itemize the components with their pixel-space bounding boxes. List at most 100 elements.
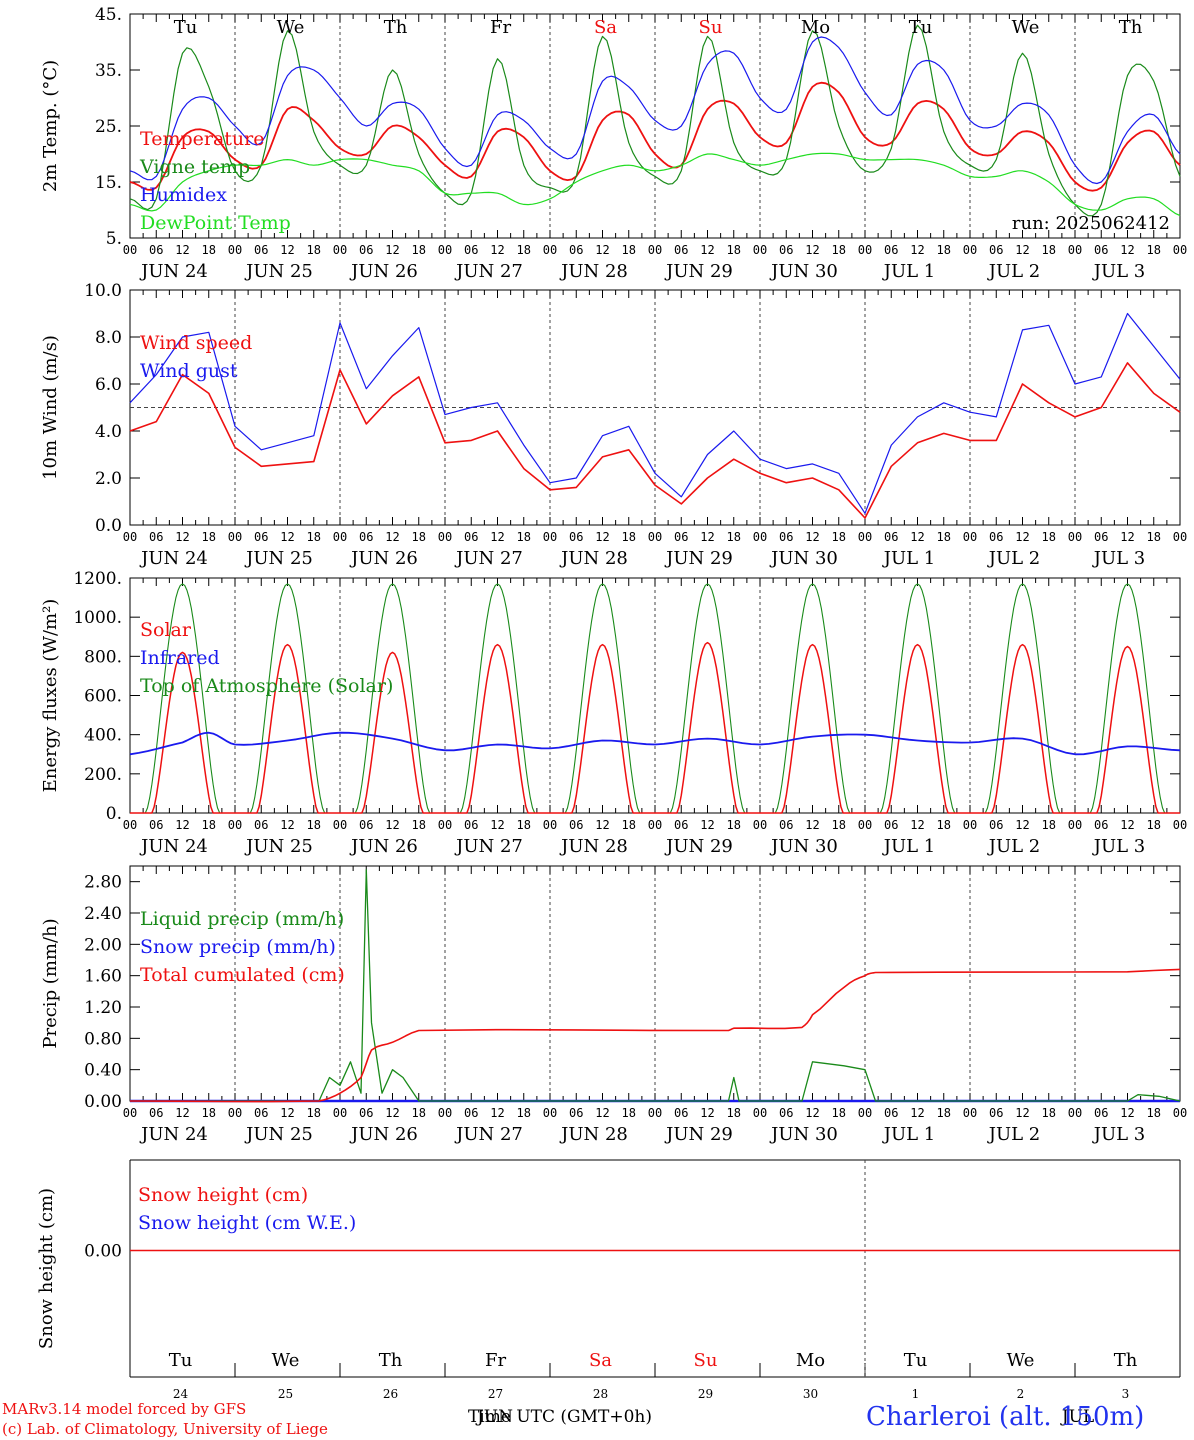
temperature-hour-label: 00 [1068,243,1082,257]
energy-y-tick-label: 600. [84,687,122,707]
snow-day-name: We [1007,1350,1035,1371]
temperature-y-tick-label: 5. [106,229,122,249]
precip-hour-label: 12 [910,1106,924,1120]
energy-y-tick-label: 1200. [73,569,122,589]
temperature-hour-label: 12 [175,243,189,257]
precip-series-liquid [130,869,1181,1102]
precip-date-label: JUN 27 [454,1124,523,1145]
precip-y-tick-label: 2.40 [84,904,122,924]
temperature-hour-label: 06 [884,243,898,257]
energy-hour-label: 12 [175,818,189,832]
energy-hour-label: 18 [202,818,216,832]
precip-hour-label: 00 [123,1106,137,1120]
energy-hour-label: 18 [1147,818,1161,832]
snow-day-number: 3 [1122,1387,1130,1401]
energy-date-label: JUN 30 [769,836,838,857]
temperature-hour-label: 18 [202,243,216,257]
snow-y-tick-label: 0.00 [84,1242,122,1262]
wind-legend-entry: Wind speed [140,332,252,354]
wind-y-tick-label: 0.0 [95,516,122,536]
wind-hour-label: 00 [123,530,137,544]
precip-y-tick-label: 1.20 [84,998,122,1018]
energy-y-tick-label: 0. [106,804,122,824]
snow-day-number: 28 [593,1387,608,1401]
wind-hour-label: 06 [1094,530,1108,544]
wind-hour-label: 12 [805,530,819,544]
precip-date-label: JUN 24 [139,1124,208,1145]
x-axis-title: Time UTC (GMT+0h) [468,1407,652,1427]
wind-hour-label: 00 [858,530,872,544]
temperature-hour-label: 06 [989,243,1003,257]
energy-hour-label: 00 [123,818,137,832]
wind-date-label: JUL 1 [882,548,936,569]
temperature-day-name: Fr [490,17,511,38]
energy-hour-label: 12 [1120,818,1134,832]
energy-hour-label: 06 [989,818,1003,832]
wind-hour-label: 00 [753,530,767,544]
energy-hour-label: 00 [753,818,767,832]
wind-y-axis-label: 10m Wind (m/s) [40,335,61,480]
temperature-hour-label: 18 [307,243,321,257]
wind-hour-label: 18 [727,530,741,544]
precip-hour-label: 00 [1068,1106,1082,1120]
temperature-date-label: JUN 25 [244,261,313,282]
temperature-hour-label: 12 [910,243,924,257]
wind-hour-label: 18 [1147,530,1161,544]
credit-line: (c) Lab. of Climatology, University of L… [2,1420,328,1438]
precip-y-tick-label: 0.00 [84,1092,122,1112]
wind-hour-label: 00 [963,530,977,544]
precip-legend-entry: Liquid precip (mm/h) [140,908,344,930]
wind-hour-label: 18 [937,530,951,544]
temperature-series-dewpoint-temp [129,152,1181,217]
wind-hour-label: 06 [569,530,583,544]
wind-hour-label: 06 [149,530,163,544]
snow-day-number: 26 [383,1387,398,1401]
temperature-hour-label: 18 [1147,243,1161,257]
temperature-hour-label: 06 [569,243,583,257]
wind-date-label: JUN 27 [454,548,523,569]
wind-hour-label: 18 [832,530,846,544]
model-line: MARv3.14 model forced by GFS [2,1400,247,1418]
temperature-date-label: JUN 30 [769,261,838,282]
precip-hour-label: 06 [674,1106,688,1120]
temperature-legend-entry: Humidex [140,184,227,206]
temperature-hour-label: 18 [622,243,636,257]
wind-y-tick-label: 2.0 [95,469,122,489]
precip-date-label: JUN 29 [664,1124,733,1145]
wind-hour-label: 00 [333,530,347,544]
energy-date-label: JUN 24 [139,836,208,857]
energy-hour-label: 00 [1068,818,1082,832]
wind-date-label: JUN 29 [664,548,733,569]
wind-date-label: JUN 26 [349,548,418,569]
precip-hour-label: 06 [884,1106,898,1120]
precip-hour-label: 06 [359,1106,373,1120]
wind-hour-label: 00 [543,530,557,544]
precip-hour-label: 18 [517,1106,531,1120]
snow-panel: 0.00 Snow height (cm) Snow height (cm) Snow… [36,1159,1181,1427]
temperature-hour-label: 00 [543,243,557,257]
snow-legend-entry: Snow height (cm W.E.) [138,1212,356,1234]
temperature-y-tick-label: 25. [95,117,122,137]
wind-date-label: JUN 24 [139,548,208,569]
precip-hour-label: 12 [595,1106,609,1120]
temperature-hour-label: 18 [832,243,846,257]
energy-hour-label: 18 [727,818,741,832]
energy-hour-label: 12 [700,818,714,832]
wind-hour-label: 12 [490,530,504,544]
wind-hour-label: 18 [1042,530,1056,544]
precip-legend-entry: Total cumulated (cm) [140,964,345,986]
temperature-hour-label: 00 [1173,243,1187,257]
precip-date-label: JUN 28 [559,1124,628,1145]
temperature-date-label: JUN 24 [139,261,208,282]
temperature-day-name: Tu [909,17,933,38]
snow-day-name: Tu [169,1350,193,1371]
energy-hour-label: 12 [1015,818,1029,832]
wind-y-tick-label: 10.0 [84,281,122,301]
precip-hour-label: 00 [228,1106,242,1120]
precip-hour-label: 06 [464,1106,478,1120]
wind-hour-label: 18 [202,530,216,544]
wind-legend-entry: Wind gust [140,360,238,382]
temperature-hour-label: 00 [753,243,767,257]
wind-date-label: JUL 3 [1092,548,1146,569]
